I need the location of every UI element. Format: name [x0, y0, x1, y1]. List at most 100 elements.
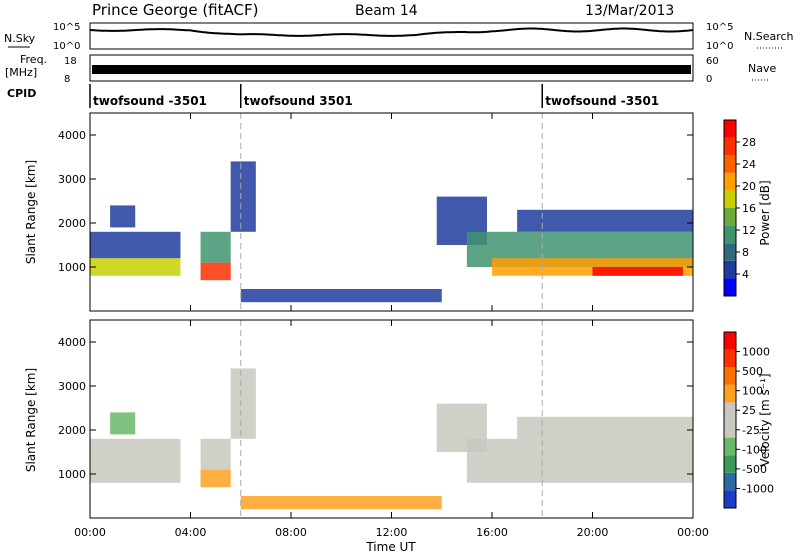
scatter-band [200, 438, 231, 470]
colorbar-segment [724, 420, 736, 438]
colorbar-tick-label: 100 [742, 385, 763, 398]
time-axis-label: Time UT [365, 540, 416, 554]
nave-tick-low: 0 [706, 74, 712, 85]
velocity-ylabel: Slant Range [km] [24, 368, 38, 472]
cpid-segment-label: twofsound 3501 [244, 94, 353, 108]
scatter-band [110, 205, 136, 228]
power-ylabel: Slant Range [km] [24, 160, 38, 264]
x-tick-label: 00:00 [74, 526, 106, 539]
scatter-band [90, 231, 181, 259]
x-tick-label: 04:00 [175, 526, 207, 539]
y-tick-label: 1000 [58, 468, 86, 481]
scatter-band [240, 289, 442, 303]
x-tick-label: 16:00 [476, 526, 508, 539]
freq-tick-low: 8 [64, 74, 70, 85]
station-title: Prince George (fitACF) [92, 1, 258, 19]
nsky-trace [89, 27, 694, 37]
velocity-data [90, 368, 693, 510]
scatter-band [517, 209, 693, 232]
colorbar-tick-label: -1000 [742, 482, 774, 495]
y-tick-label: 3000 [58, 173, 86, 186]
y-tick-label: 4000 [58, 336, 86, 349]
scatter-band [200, 262, 231, 281]
colorbar-frame [723, 331, 737, 509]
scatter-band [90, 438, 181, 483]
power-data [90, 161, 693, 303]
nsky-tick-high: 10^5 [53, 22, 80, 33]
scatter-band [90, 258, 181, 276]
colorbar-tick-label: 20 [742, 180, 756, 193]
power-panel: 1000 2000 3000 4000 [58, 112, 694, 312]
cpid-segment-label: twofsound -3501 [545, 94, 659, 108]
colorbar-tick-label: -100 [742, 443, 767, 456]
colorbar-segment [724, 243, 736, 261]
cpid-segment-label: twofsound -3501 [93, 94, 207, 108]
power-colorbar: 4 8 12 16 20 24 28 [723, 119, 756, 297]
x-tick-label: 00:00 [677, 526, 709, 539]
scatter-band [230, 368, 256, 439]
colorbar-segment [724, 120, 736, 138]
colorbar-tick-label: 28 [742, 136, 756, 149]
colorbar-segment [724, 402, 736, 420]
colorbar-segment [724, 225, 736, 244]
scatter-band [592, 267, 683, 276]
y-tick-label: 1000 [58, 261, 86, 274]
date-label: 13/Mar/2013 [585, 3, 674, 19]
colorbar-segment [724, 260, 736, 279]
x-tick-label: 20:00 [577, 526, 609, 539]
scatter-band [110, 412, 136, 435]
colorbar-segment [724, 190, 736, 208]
colorbar-segment [724, 490, 736, 508]
velocity-axes: 1000 2000 3000 4000 [58, 320, 694, 518]
x-tick-label: 08:00 [275, 526, 307, 539]
colorbar-tick-label: 500 [742, 365, 763, 378]
colorbar-segment [724, 437, 736, 456]
freq-unit: [MHz] [5, 66, 37, 79]
y-tick-label: 3000 [58, 380, 86, 393]
velocity-panel: 1000 2000 3000 4000 [58, 319, 694, 519]
colorbar-segment [724, 332, 736, 350]
y-tick-label: 4000 [58, 129, 86, 142]
colorbar-tick-label: 8 [742, 246, 749, 259]
nsky-tick-low: 10^0 [53, 41, 80, 52]
colorbar-tick-label: 1000 [742, 346, 770, 359]
colorbar-tick-label: 16 [742, 202, 756, 215]
colorbar-segment [724, 349, 736, 368]
colorbar-segment [724, 472, 736, 491]
freq-tick-high: 18 [64, 56, 77, 67]
x-tick-label: 12:00 [376, 526, 408, 539]
nsearch-tick-high: 10^5 [706, 22, 733, 33]
freq-label: Freq. [20, 53, 47, 66]
scatter-band [230, 161, 256, 232]
freq-panel [89, 54, 694, 82]
colorbar-segment [724, 172, 736, 191]
colorbar-segment [724, 384, 736, 403]
colorbar-tick-label: -500 [742, 463, 767, 476]
colorbar-tick-label: 25 [742, 404, 756, 417]
scatter-band [200, 469, 231, 488]
colorbar-segment [724, 367, 736, 385]
velocity-colorbar: -1000 -500 -100 -25 25 100 500 1000 [723, 331, 774, 509]
colorbar-tick-label: 12 [742, 224, 756, 237]
colorbar-tick-label: 24 [742, 158, 756, 171]
nsky-label: N.Sky [4, 32, 36, 45]
colorbar-segment [724, 155, 736, 173]
colorbar-segment [724, 137, 736, 156]
nsearch-tick-low: 10^0 [706, 41, 733, 52]
colorbar-segment [724, 455, 736, 473]
scatter-band [200, 231, 231, 263]
colorbar-tick-label: 4 [742, 268, 749, 281]
beam-label: Beam 14 [355, 3, 418, 19]
colorbar-segment [724, 208, 736, 226]
nsky-panel [89, 22, 694, 50]
velocity-colorbar-label: Velocity [m s⁻¹] [758, 373, 772, 466]
scatter-band [466, 438, 693, 483]
nave-label: Nave [748, 62, 776, 75]
freq-trace [92, 65, 691, 74]
colorbar-tick-label: -25 [742, 424, 760, 437]
nave-tick-high: 60 [706, 56, 719, 67]
colorbar-segment [724, 278, 736, 296]
cpid-label: CPID [7, 87, 36, 100]
time-axis: 00:00 04:00 08:00 12:00 16:00 20:00 00:00 [74, 526, 709, 539]
